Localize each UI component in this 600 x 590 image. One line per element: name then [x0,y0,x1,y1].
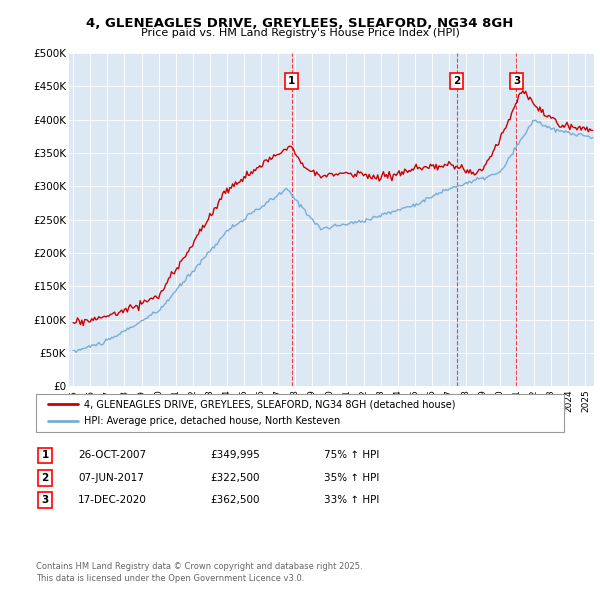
Text: 2: 2 [41,473,49,483]
Text: 4, GLENEAGLES DRIVE, GREYLEES, SLEAFORD, NG34 8GH (detached house): 4, GLENEAGLES DRIVE, GREYLEES, SLEAFORD,… [84,399,455,409]
Text: 1: 1 [288,76,295,86]
Text: £362,500: £362,500 [210,496,260,505]
Text: 75% ↑ HPI: 75% ↑ HPI [324,451,379,460]
Text: Contains HM Land Registry data © Crown copyright and database right 2025.
This d: Contains HM Land Registry data © Crown c… [36,562,362,583]
Text: Price paid vs. HM Land Registry's House Price Index (HPI): Price paid vs. HM Land Registry's House … [140,28,460,38]
Text: £322,500: £322,500 [210,473,260,483]
Text: 33% ↑ HPI: 33% ↑ HPI [324,496,379,505]
Text: 07-JUN-2017: 07-JUN-2017 [78,473,144,483]
Text: HPI: Average price, detached house, North Kesteven: HPI: Average price, detached house, Nort… [84,417,340,426]
Text: 26-OCT-2007: 26-OCT-2007 [78,451,146,460]
Text: 3: 3 [41,496,49,505]
Text: 1: 1 [41,451,49,460]
Text: 4, GLENEAGLES DRIVE, GREYLEES, SLEAFORD, NG34 8GH: 4, GLENEAGLES DRIVE, GREYLEES, SLEAFORD,… [86,17,514,30]
Text: £349,995: £349,995 [210,451,260,460]
Text: 17-DEC-2020: 17-DEC-2020 [78,496,147,505]
Text: 35% ↑ HPI: 35% ↑ HPI [324,473,379,483]
Text: 2: 2 [453,76,460,86]
Text: 3: 3 [513,76,520,86]
